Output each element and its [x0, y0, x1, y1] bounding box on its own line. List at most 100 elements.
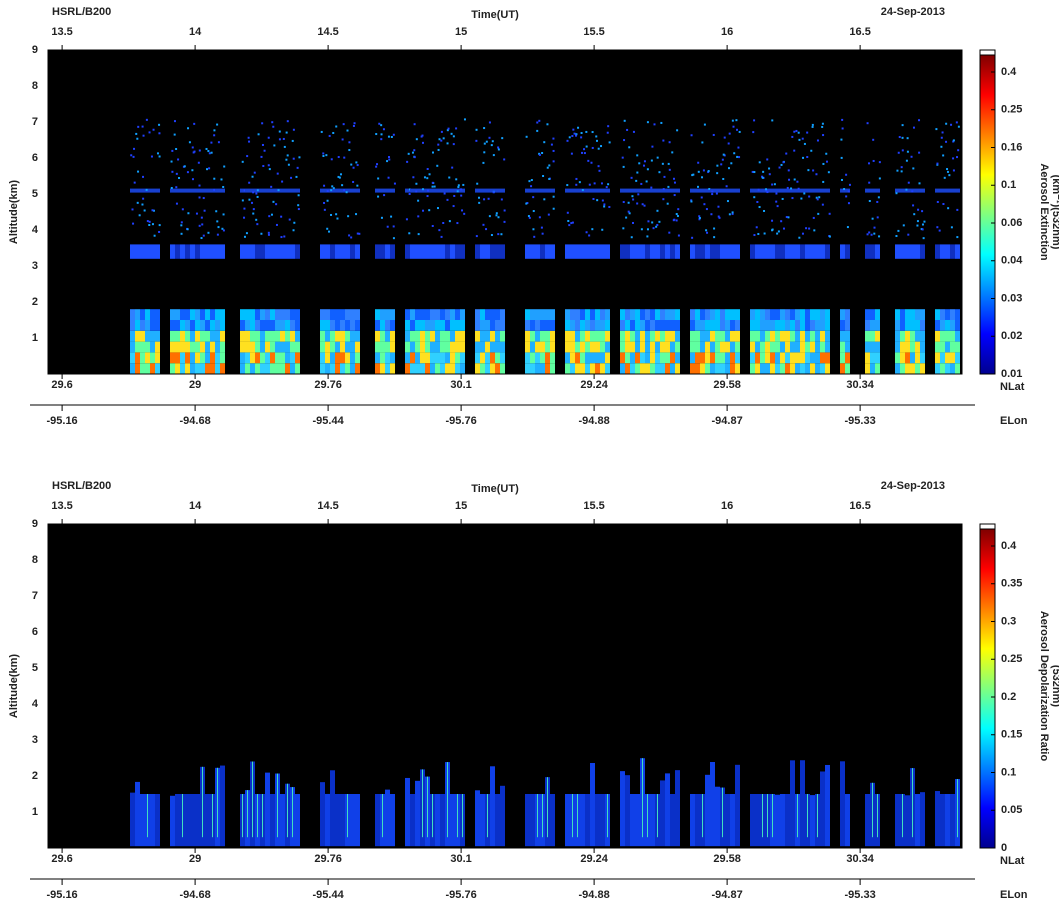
curtain-cell [795, 309, 800, 320]
curtain-cell [530, 309, 535, 320]
curtain-cell [450, 244, 455, 259]
curtain-cell [840, 309, 845, 320]
curtain-cell [705, 309, 710, 320]
curtain-cell [600, 341, 605, 353]
curtain-cell [187, 212, 190, 215]
curtain-cell [568, 136, 571, 139]
curtain-cell [720, 244, 725, 259]
curtain-cell [695, 794, 700, 847]
curtain-cell [183, 165, 186, 168]
curtain-cell [703, 203, 706, 206]
curtain-cell [335, 309, 340, 320]
curtain-cell [435, 330, 440, 342]
curtain-cell [407, 152, 410, 155]
curtain-cell [295, 320, 300, 331]
curtain-cell [713, 236, 716, 239]
curtain-cell [460, 363, 465, 374]
curtain-cell [665, 363, 670, 374]
curtain-cell [433, 185, 436, 188]
curtain-cell [722, 787, 723, 838]
elon-label: -94.88 [579, 415, 610, 427]
curtain-cell [725, 330, 730, 342]
curtain-cell [215, 320, 220, 331]
curtain-cell [320, 330, 325, 342]
curtain-cell [580, 309, 585, 320]
curtain-cell [821, 122, 824, 125]
curtain-cell [756, 200, 759, 203]
curtain-cell [245, 352, 250, 364]
curtain-cell [651, 221, 654, 224]
curtain-cell [133, 147, 136, 150]
curtain-cell [532, 210, 535, 213]
curtain-cell [287, 783, 288, 838]
curtain-cell [271, 121, 274, 124]
curtain-cell [220, 188, 225, 193]
curtain-cell [152, 209, 155, 212]
curtain-cell [267, 136, 270, 139]
curtain-cell [151, 209, 154, 212]
curtain-cell [646, 168, 649, 171]
curtain-cell [217, 767, 218, 838]
curtain-cell [660, 341, 665, 353]
curtain-cell [585, 363, 590, 374]
curtain-cell [200, 188, 205, 193]
curtain-cell [950, 226, 953, 229]
curtain-cell [912, 167, 915, 170]
curtain-cell [658, 171, 661, 174]
curtain-cell [155, 341, 160, 353]
curtain-cell [660, 352, 665, 364]
curtain-cell [542, 794, 543, 838]
curtain-cell [390, 320, 395, 331]
curtain-cell [920, 352, 925, 364]
curtain-cell [277, 189, 280, 192]
curtain-cell [205, 244, 210, 259]
curtain-cell [750, 341, 755, 353]
curtain-cell [605, 363, 610, 374]
curtain-cell [895, 188, 900, 193]
curtain-cell [320, 130, 323, 133]
curtain-cell [661, 162, 664, 165]
curtain-cell [787, 216, 790, 219]
curtain-cell [240, 330, 245, 342]
curtain-cell [575, 363, 580, 374]
curtain-cell [640, 363, 645, 374]
curtain-cell [575, 244, 580, 259]
curtain-cell [276, 172, 279, 175]
curtain-cell [625, 216, 628, 219]
curtain-cell [780, 363, 785, 374]
curtain-cell [252, 761, 253, 838]
curtain-cell [145, 341, 150, 353]
curtain-cell [790, 320, 795, 331]
elon-label: -95.44 [313, 415, 345, 427]
curtain-cell [340, 188, 345, 193]
curtain-cell [575, 341, 580, 353]
y-tick-label: 9 [32, 44, 38, 56]
curtain-cell [480, 341, 485, 353]
curtain-cell [620, 244, 625, 259]
curtain-cell [355, 794, 360, 847]
curtain-cell [355, 341, 360, 353]
curtain-cell [735, 244, 740, 259]
curtain-cell [355, 309, 360, 320]
plot-frame [47, 49, 963, 375]
curtain-cell [645, 330, 650, 342]
curtain-cell [255, 352, 260, 364]
curtain-cell [410, 330, 415, 342]
curtain-cell [540, 188, 545, 193]
nlat-label: 29.76 [314, 379, 342, 391]
curtain-cell [765, 189, 768, 192]
curtain-cell [710, 309, 715, 320]
curtain-cell [425, 309, 430, 320]
curtain-cell [480, 363, 485, 374]
curtain-cell [810, 149, 813, 152]
curtain-cell [727, 142, 730, 145]
curtain-cell [715, 352, 720, 364]
curtain-cell [697, 170, 700, 173]
curtain-cell [356, 232, 359, 235]
y-axis-label: Altitude(km) [8, 180, 20, 245]
curtain-cell [450, 188, 455, 193]
curtain-cell [135, 330, 140, 342]
curtain-cell [758, 206, 761, 209]
curtain-cell [440, 330, 445, 342]
curtain-cell [140, 341, 145, 353]
